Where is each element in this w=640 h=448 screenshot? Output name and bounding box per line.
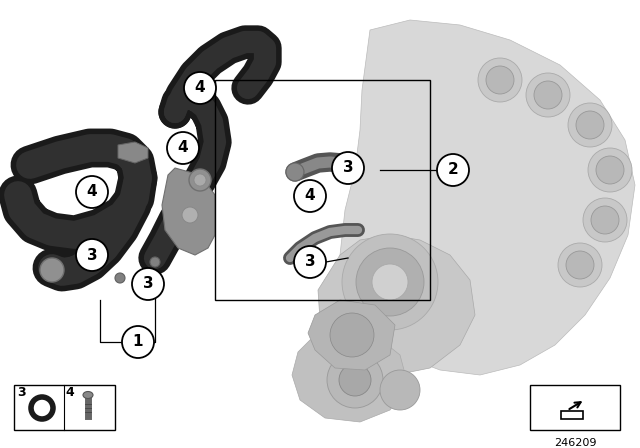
Circle shape	[342, 234, 438, 330]
Circle shape	[132, 268, 164, 300]
Circle shape	[534, 81, 562, 109]
Circle shape	[294, 246, 326, 278]
Circle shape	[588, 148, 632, 192]
Text: 3: 3	[18, 385, 26, 399]
Text: 4: 4	[178, 141, 188, 155]
Circle shape	[356, 248, 424, 316]
Circle shape	[478, 58, 522, 102]
Bar	[561, 412, 583, 419]
Circle shape	[40, 258, 64, 282]
Text: 246209: 246209	[554, 438, 596, 448]
Circle shape	[583, 198, 627, 242]
Text: 4: 4	[66, 385, 74, 399]
Circle shape	[330, 313, 374, 357]
Polygon shape	[292, 330, 408, 422]
Circle shape	[558, 243, 602, 287]
Text: 3: 3	[305, 254, 316, 270]
Circle shape	[372, 264, 408, 300]
Text: 3: 3	[143, 276, 154, 292]
Circle shape	[150, 257, 160, 267]
Polygon shape	[340, 20, 635, 375]
Circle shape	[76, 239, 108, 271]
Circle shape	[167, 132, 199, 164]
Circle shape	[182, 207, 198, 223]
Text: 4: 4	[86, 185, 97, 199]
Text: 2: 2	[447, 163, 458, 177]
Polygon shape	[308, 300, 395, 370]
Circle shape	[380, 370, 420, 410]
Circle shape	[486, 66, 514, 94]
Circle shape	[339, 364, 371, 396]
Circle shape	[332, 152, 364, 184]
Bar	[530, 385, 620, 430]
Circle shape	[286, 163, 304, 181]
Circle shape	[184, 72, 216, 104]
Circle shape	[122, 326, 154, 358]
Bar	[14, 385, 115, 430]
Circle shape	[596, 156, 624, 184]
Bar	[215, 80, 430, 300]
Circle shape	[327, 352, 383, 408]
Text: 3: 3	[86, 247, 97, 263]
Polygon shape	[162, 168, 215, 255]
Circle shape	[437, 154, 469, 186]
Circle shape	[189, 169, 211, 191]
Circle shape	[568, 103, 612, 147]
Text: 4: 4	[195, 81, 205, 95]
Ellipse shape	[83, 392, 93, 399]
Circle shape	[294, 180, 326, 212]
Circle shape	[576, 111, 604, 139]
Circle shape	[566, 251, 594, 279]
Circle shape	[591, 206, 619, 234]
Polygon shape	[118, 142, 148, 163]
Circle shape	[76, 176, 108, 208]
Text: 3: 3	[342, 160, 353, 176]
Polygon shape	[318, 235, 475, 375]
Circle shape	[526, 73, 570, 117]
Circle shape	[194, 174, 206, 186]
Circle shape	[115, 273, 125, 283]
Text: 4: 4	[305, 189, 316, 203]
Text: 1: 1	[132, 335, 143, 349]
